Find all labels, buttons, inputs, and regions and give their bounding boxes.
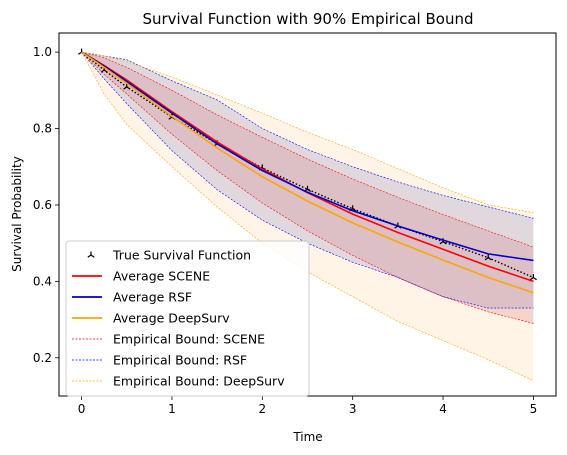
y-tick-label: 0.8: [33, 122, 52, 136]
legend-item: Average DeepSurv: [72, 311, 230, 326]
empirical-bound-rsf-lower-line: [81, 51, 534, 309]
legend-item: Empirical Bound: RSF: [72, 353, 247, 368]
legend-label: Empirical Bound: RSF: [113, 353, 247, 368]
legend-label: Empirical Bound: DeepSurv: [113, 374, 285, 389]
empirical-bound-rsf-band: [81, 52, 534, 309]
empirical-bound-deepsurv-band: [81, 52, 534, 381]
legend-item: Average SCENE: [72, 269, 210, 284]
x-axis-label: Time: [292, 430, 322, 444]
y-tick-label: 1.0: [33, 45, 52, 59]
legend-label: True Survival Function: [112, 248, 251, 263]
legend-label: Empirical Bound: SCENE: [113, 332, 265, 347]
average-deepsurv-line: [81, 51, 534, 294]
x-tick-label: 3: [349, 402, 357, 416]
y-axis-label: Survival Probability: [10, 156, 24, 272]
legend: True Survival Function Average SCENE Avera…: [65, 240, 310, 397]
legend-box: [65, 240, 310, 397]
chart-title: Survival Function with 90% Empirical Bou…: [142, 10, 473, 28]
empirical-bound-deepsurv-lower-line: [81, 51, 534, 381]
y-tick-label: 0.6: [33, 198, 52, 212]
legend-label: Average DeepSurv: [113, 311, 230, 326]
plot-area: [78, 48, 537, 381]
empirical-bound-rsf-upper-line: [81, 51, 534, 219]
x-tick-label: 4: [439, 402, 447, 416]
true-survival-marker: [484, 254, 492, 261]
legend-item: Average RSF: [72, 290, 192, 305]
x-tick-label: 2: [258, 402, 266, 416]
legend-item: Empirical Bound: DeepSurv: [72, 374, 285, 389]
y-tick-label: 0.2: [33, 351, 52, 365]
x-tick-label: 0: [78, 402, 86, 416]
legend-item: Empirical Bound: SCENE: [72, 332, 265, 347]
y-tick-label: 0.4: [33, 274, 52, 288]
legend-label: Average RSF: [113, 290, 192, 305]
x-tick-label: 1: [168, 402, 176, 416]
average-rsf-line: [81, 51, 534, 262]
x-tick-label: 5: [530, 402, 538, 416]
true-survival-marker: [529, 274, 537, 281]
legend-label: Average SCENE: [113, 269, 210, 284]
axis-ticks: 0 1 2 3 4 5 0.2 0.4 0.6 0.8 1.0: [33, 45, 537, 416]
legend-item: True Survival Function: [87, 248, 251, 263]
empirical-bound-scene-upper-line: [81, 51, 534, 248]
empirical-bound-scene-lower-line: [81, 51, 534, 324]
empirical-bound-deepsurv-upper-line: [81, 51, 534, 213]
